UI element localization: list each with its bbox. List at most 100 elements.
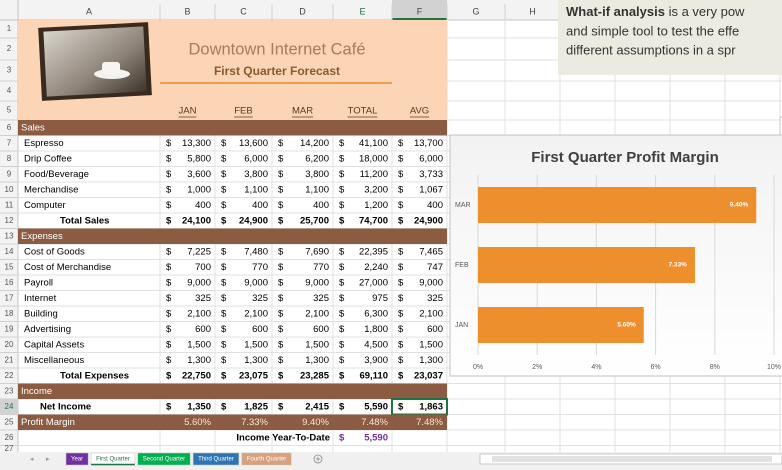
cell-value: 600 bbox=[252, 324, 268, 335]
sheet-tab-label[interactable]: Third Quarter bbox=[198, 457, 234, 463]
cell-value: 5,590 bbox=[364, 401, 388, 412]
cell-value: 747 bbox=[427, 262, 443, 273]
currency-sign: $ bbox=[278, 262, 284, 273]
currency-sign: $ bbox=[166, 308, 172, 319]
cell-value: 18,000 bbox=[359, 153, 388, 164]
cell-value: 23,285 bbox=[300, 370, 330, 381]
currency-sign: $ bbox=[221, 246, 227, 257]
currency-sign: $ bbox=[166, 401, 172, 412]
cell-value: 7,480 bbox=[244, 246, 268, 257]
row-label: Cost of Goods bbox=[24, 246, 85, 257]
x-tick-label: 4% bbox=[591, 364, 601, 371]
cell-value: 1,800 bbox=[364, 324, 388, 335]
x-tick-label: 2% bbox=[532, 364, 542, 371]
screen: ABCDEFGH12345678910111213141516171819202… bbox=[0, 0, 782, 470]
currency-sign: $ bbox=[398, 200, 404, 211]
h-scroll-thumb[interactable] bbox=[492, 456, 772, 462]
currency-sign: $ bbox=[278, 370, 284, 381]
row-label: Cost of Merchandise bbox=[24, 262, 111, 273]
row-number: 12 bbox=[5, 216, 14, 225]
cell-value: 2,415 bbox=[305, 401, 329, 412]
value-label: 9.40% bbox=[730, 202, 749, 209]
cell-value: 9.40% bbox=[302, 417, 329, 428]
cell-value: 975 bbox=[372, 293, 388, 304]
currency-sign: $ bbox=[166, 355, 172, 366]
row-label: Total Sales bbox=[60, 215, 109, 226]
column-letter: H bbox=[529, 6, 536, 16]
tab-nav-next[interactable]: ▸ bbox=[46, 456, 50, 463]
row-label: Internet bbox=[24, 293, 57, 304]
cell-value: 9,000 bbox=[305, 277, 329, 288]
currency-sign: $ bbox=[221, 262, 227, 273]
month-header: TOTAL bbox=[348, 106, 378, 117]
cell-value: 24,100 bbox=[182, 215, 211, 226]
currency-sign: $ bbox=[339, 308, 345, 319]
currency-sign: $ bbox=[221, 293, 227, 304]
currency-sign: $ bbox=[166, 339, 172, 350]
currency-sign: $ bbox=[398, 324, 404, 335]
cell-value: 9,000 bbox=[419, 277, 443, 288]
photo bbox=[43, 26, 146, 96]
row-number: 4 bbox=[7, 86, 12, 95]
currency-sign: $ bbox=[398, 215, 404, 226]
row-number: 5 bbox=[7, 106, 12, 115]
callout-line: different assumptions in a spr bbox=[566, 42, 736, 57]
cell-value: 770 bbox=[313, 262, 329, 273]
cell-value: 3,900 bbox=[364, 355, 388, 366]
sheet-tab-label[interactable]: Fourth Quarter bbox=[247, 457, 286, 463]
currency-sign: $ bbox=[221, 401, 227, 412]
cell-value: 22,750 bbox=[182, 370, 211, 381]
value-label: 7.33% bbox=[669, 262, 688, 269]
row-label: Capital Assets bbox=[24, 339, 84, 350]
currency-sign: $ bbox=[398, 293, 404, 304]
tab-nav-prev[interactable]: ◂ bbox=[30, 456, 34, 463]
row-label: Sales bbox=[21, 122, 45, 133]
cell-value: 770 bbox=[252, 262, 268, 273]
cell-value: 400 bbox=[427, 200, 443, 211]
currency-sign: $ bbox=[221, 355, 227, 366]
currency-sign: $ bbox=[278, 308, 284, 319]
cell-value: 3,800 bbox=[244, 169, 268, 180]
cell-value: 1,500 bbox=[187, 339, 211, 350]
row-label: Expenses bbox=[21, 231, 63, 242]
cell-value: 7,465 bbox=[419, 246, 443, 257]
cell-value: 4,500 bbox=[364, 339, 388, 350]
row-label: Profit Margin bbox=[21, 417, 75, 428]
currency-sign: $ bbox=[339, 355, 345, 366]
row-number: 9 bbox=[7, 169, 12, 178]
sheet-subtitle: First Quarter Forecast bbox=[214, 64, 340, 78]
currency-sign: $ bbox=[221, 339, 227, 350]
month-header: FEB bbox=[234, 106, 252, 117]
row-number: 7 bbox=[7, 138, 12, 147]
currency-sign: $ bbox=[278, 153, 284, 164]
row-label: Net Income bbox=[40, 401, 91, 412]
cell-value: 5,590 bbox=[364, 432, 388, 443]
currency-sign: $ bbox=[221, 277, 227, 288]
sheet-title: Downtown Internet Café bbox=[188, 40, 365, 58]
currency-sign: $ bbox=[398, 355, 404, 366]
cell-value: 23,037 bbox=[414, 370, 443, 381]
currency-sign: $ bbox=[221, 169, 227, 180]
callout-text: is a very pow bbox=[665, 4, 745, 19]
cell-value: 1,500 bbox=[305, 339, 329, 350]
row-number: 14 bbox=[5, 247, 14, 256]
column-letter: E bbox=[359, 6, 365, 16]
cell-value: 11,200 bbox=[360, 169, 388, 180]
row-label: Income Year-To-Date bbox=[236, 432, 330, 443]
currency-sign: $ bbox=[339, 215, 345, 226]
sheet-tabs: Year First Quarter Second Quarter Third Qua… bbox=[66, 453, 291, 465]
cell-value: 9,000 bbox=[244, 277, 268, 288]
row-label: Computer bbox=[24, 200, 66, 211]
row-number: 19 bbox=[5, 324, 14, 333]
sheet-tab-label[interactable]: First Quarter bbox=[96, 457, 130, 463]
currency-sign: $ bbox=[278, 215, 284, 226]
cell-value: 325 bbox=[427, 293, 443, 304]
cell-value: 3,200 bbox=[364, 184, 388, 195]
sheet-tab-label[interactable]: Year bbox=[71, 457, 83, 463]
currency-sign: $ bbox=[398, 339, 404, 350]
currency-sign: $ bbox=[278, 324, 284, 335]
row-number: 26 bbox=[5, 433, 14, 442]
currency-sign: $ bbox=[221, 184, 227, 195]
currency-sign: $ bbox=[278, 184, 284, 195]
sheet-tab-label[interactable]: Second Quarter bbox=[143, 457, 185, 463]
